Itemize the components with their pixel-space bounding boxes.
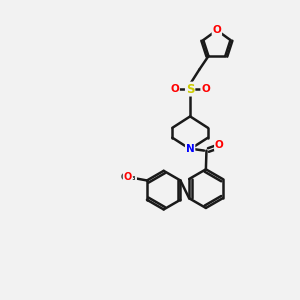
Text: N: N	[186, 144, 194, 154]
Text: O: O	[170, 84, 179, 94]
Text: O: O	[124, 172, 132, 182]
Text: CH₃: CH₃	[121, 173, 136, 182]
Text: O: O	[215, 140, 224, 150]
Text: O: O	[212, 25, 221, 35]
Text: O: O	[201, 84, 210, 94]
Text: S: S	[186, 82, 194, 96]
